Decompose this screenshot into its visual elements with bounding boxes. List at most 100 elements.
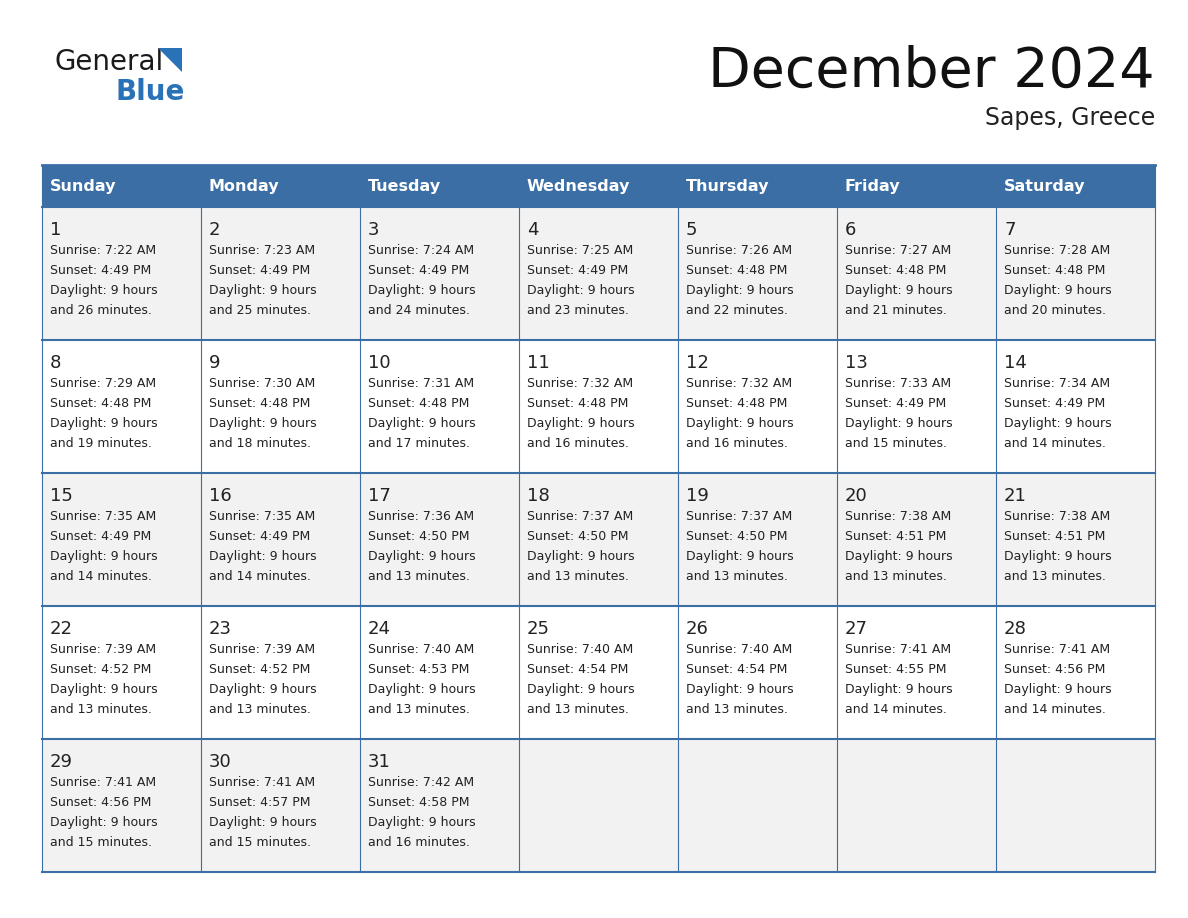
Bar [519, 165, 678, 207]
Text: Sunrise: 7:33 AM: Sunrise: 7:33 AM [845, 377, 952, 390]
Text: Sunrise: 7:41 AM: Sunrise: 7:41 AM [209, 776, 315, 789]
Text: Sunset: 4:58 PM: Sunset: 4:58 PM [368, 796, 469, 809]
Text: Sunrise: 7:32 AM: Sunrise: 7:32 AM [685, 377, 792, 390]
Text: Sunrise: 7:41 AM: Sunrise: 7:41 AM [845, 643, 952, 656]
Text: 19: 19 [685, 487, 709, 505]
Bar [838, 473, 996, 606]
Text: Sunrise: 7:37 AM: Sunrise: 7:37 AM [685, 510, 792, 523]
Text: Sunrise: 7:39 AM: Sunrise: 7:39 AM [50, 643, 156, 656]
Text: 29: 29 [50, 753, 72, 771]
Text: and 13 minutes.: and 13 minutes. [845, 570, 947, 583]
Bar [838, 606, 996, 739]
Text: 22: 22 [50, 620, 72, 638]
Bar [678, 606, 838, 739]
Text: 30: 30 [209, 753, 232, 771]
Text: Sunrise: 7:40 AM: Sunrise: 7:40 AM [685, 643, 792, 656]
Text: Sunset: 4:49 PM: Sunset: 4:49 PM [845, 397, 947, 410]
Text: 21: 21 [1004, 487, 1026, 505]
Text: Daylight: 9 hours: Daylight: 9 hours [209, 284, 317, 297]
Text: 7: 7 [1004, 221, 1016, 239]
Text: Daylight: 9 hours: Daylight: 9 hours [50, 417, 158, 430]
Text: and 16 minutes.: and 16 minutes. [527, 437, 628, 450]
Text: Daylight: 9 hours: Daylight: 9 hours [527, 284, 634, 297]
Text: and 19 minutes.: and 19 minutes. [50, 437, 152, 450]
Text: Sunrise: 7:37 AM: Sunrise: 7:37 AM [527, 510, 633, 523]
Bar [678, 473, 838, 606]
Bar [360, 739, 519, 872]
Text: Daylight: 9 hours: Daylight: 9 hours [50, 550, 158, 563]
Bar [201, 739, 360, 872]
Text: Sunset: 4:48 PM: Sunset: 4:48 PM [685, 397, 788, 410]
Text: and 18 minutes.: and 18 minutes. [209, 437, 311, 450]
Text: Daylight: 9 hours: Daylight: 9 hours [50, 816, 158, 829]
Text: Sunset: 4:50 PM: Sunset: 4:50 PM [527, 530, 628, 543]
Text: and 14 minutes.: and 14 minutes. [1004, 703, 1106, 716]
Text: Sunset: 4:48 PM: Sunset: 4:48 PM [368, 397, 469, 410]
Bar [360, 473, 519, 606]
Text: 24: 24 [368, 620, 391, 638]
Text: 5: 5 [685, 221, 697, 239]
Text: General: General [55, 48, 164, 76]
Text: 20: 20 [845, 487, 867, 505]
Text: and 14 minutes.: and 14 minutes. [1004, 437, 1106, 450]
Bar [678, 739, 838, 872]
Text: 26: 26 [685, 620, 709, 638]
Bar [360, 606, 519, 739]
Text: Sunrise: 7:39 AM: Sunrise: 7:39 AM [209, 643, 315, 656]
Text: Daylight: 9 hours: Daylight: 9 hours [845, 417, 953, 430]
Bar [519, 606, 678, 739]
Text: Daylight: 9 hours: Daylight: 9 hours [368, 550, 475, 563]
Bar [360, 207, 519, 340]
Bar [360, 340, 519, 473]
Text: Wednesday: Wednesday [527, 178, 631, 194]
Text: 4: 4 [527, 221, 538, 239]
Text: and 13 minutes.: and 13 minutes. [527, 570, 628, 583]
Text: Daylight: 9 hours: Daylight: 9 hours [527, 550, 634, 563]
Text: Sunset: 4:54 PM: Sunset: 4:54 PM [527, 663, 628, 676]
Text: 3: 3 [368, 221, 379, 239]
Bar [201, 207, 360, 340]
Text: 23: 23 [209, 620, 232, 638]
Text: Sunrise: 7:41 AM: Sunrise: 7:41 AM [50, 776, 156, 789]
Bar [42, 739, 201, 872]
Text: and 16 minutes.: and 16 minutes. [368, 836, 470, 849]
Text: Sunrise: 7:38 AM: Sunrise: 7:38 AM [845, 510, 952, 523]
Polygon shape [158, 48, 182, 72]
Bar [996, 207, 1155, 340]
Text: and 13 minutes.: and 13 minutes. [209, 703, 311, 716]
Text: and 13 minutes.: and 13 minutes. [368, 703, 470, 716]
Text: 8: 8 [50, 354, 62, 372]
Text: and 15 minutes.: and 15 minutes. [845, 437, 947, 450]
Text: Sunrise: 7:34 AM: Sunrise: 7:34 AM [1004, 377, 1110, 390]
Text: Daylight: 9 hours: Daylight: 9 hours [685, 284, 794, 297]
Text: 25: 25 [527, 620, 550, 638]
Text: Daylight: 9 hours: Daylight: 9 hours [368, 683, 475, 696]
Text: Sunrise: 7:30 AM: Sunrise: 7:30 AM [209, 377, 315, 390]
Text: and 26 minutes.: and 26 minutes. [50, 304, 152, 317]
Text: and 24 minutes.: and 24 minutes. [368, 304, 470, 317]
Bar [838, 165, 996, 207]
Text: December 2024: December 2024 [708, 45, 1155, 99]
Text: Saturday: Saturday [1004, 178, 1086, 194]
Text: Sunrise: 7:29 AM: Sunrise: 7:29 AM [50, 377, 156, 390]
Text: Sunrise: 7:28 AM: Sunrise: 7:28 AM [1004, 244, 1111, 257]
Text: and 14 minutes.: and 14 minutes. [209, 570, 311, 583]
Text: and 22 minutes.: and 22 minutes. [685, 304, 788, 317]
Text: Monday: Monday [209, 178, 279, 194]
Text: Daylight: 9 hours: Daylight: 9 hours [50, 683, 158, 696]
Bar [678, 165, 838, 207]
Text: and 16 minutes.: and 16 minutes. [685, 437, 788, 450]
Text: and 15 minutes.: and 15 minutes. [209, 836, 311, 849]
Text: Daylight: 9 hours: Daylight: 9 hours [1004, 550, 1112, 563]
Text: Sunset: 4:50 PM: Sunset: 4:50 PM [368, 530, 469, 543]
Bar [678, 340, 838, 473]
Text: and 13 minutes.: and 13 minutes. [50, 703, 152, 716]
Text: Sunset: 4:56 PM: Sunset: 4:56 PM [50, 796, 151, 809]
Text: Blue: Blue [115, 78, 184, 106]
Text: Sunset: 4:49 PM: Sunset: 4:49 PM [527, 264, 628, 277]
Text: 14: 14 [1004, 354, 1026, 372]
Text: and 14 minutes.: and 14 minutes. [845, 703, 947, 716]
Text: 16: 16 [209, 487, 232, 505]
Text: 31: 31 [368, 753, 391, 771]
Text: Sunset: 4:48 PM: Sunset: 4:48 PM [209, 397, 310, 410]
